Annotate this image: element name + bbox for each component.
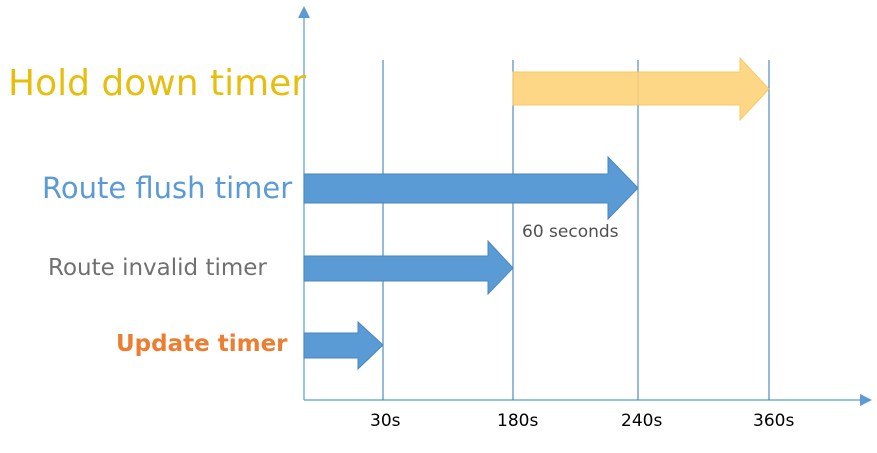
route-flush-timer-label: Route flush timer	[42, 171, 293, 205]
hold-down-timer-label: Hold down timer	[8, 63, 307, 104]
update-timer-label: Update timer	[116, 331, 288, 357]
update-timer-arrow	[303, 320, 384, 371]
hold-down-timer-arrow	[512, 56, 770, 122]
x-tick-240s: 240s	[621, 411, 663, 431]
route-flush-timer-arrow	[303, 155, 639, 221]
route-invalid-timer-arrow	[303, 239, 514, 296]
route-invalid-timer-label: Route invalid timer	[48, 255, 267, 281]
x-tick-360s: 360s	[753, 411, 795, 431]
x-tick-180s: 180s	[497, 411, 539, 431]
x-tick-30s: 30s	[370, 411, 401, 431]
sixty-seconds-annotation: 60 seconds	[522, 222, 619, 242]
